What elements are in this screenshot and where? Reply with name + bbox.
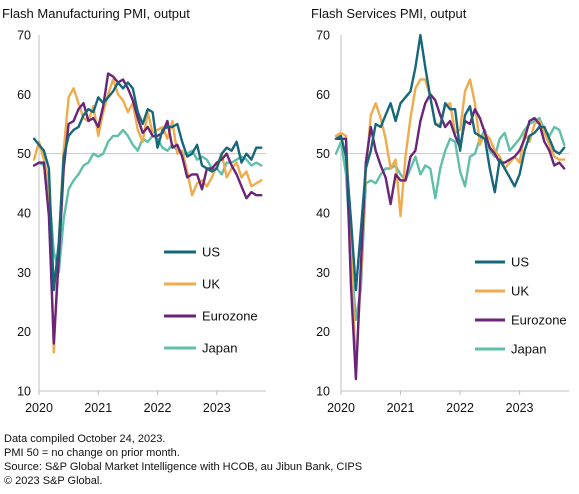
footnote-data-compiled: Data compiled October 24, 2023. xyxy=(4,433,166,445)
x-tick-label: 2020 xyxy=(25,401,53,415)
legend-label-japan: Japan xyxy=(202,341,237,356)
series-line-eurozone xyxy=(32,72,263,345)
legend-label-uk: UK xyxy=(511,284,529,299)
y-tick-label: 20 xyxy=(17,325,31,339)
y-tick-label: 60 xyxy=(316,88,330,102)
series-line-us xyxy=(32,81,263,292)
legend-label-japan: Japan xyxy=(511,342,546,357)
x-tick-label: 2023 xyxy=(506,401,534,415)
chart-title: Flash Services PMI, output xyxy=(311,6,467,21)
legend-label-us: US xyxy=(202,245,220,260)
y-tick-label: 10 xyxy=(316,385,330,399)
legend-label-us: US xyxy=(511,255,529,270)
series-line-eurozone xyxy=(334,93,566,381)
manufacturing-pmi-chart: Flash Manufacturing PMI, output 10 20 30 40 5… xyxy=(2,6,266,415)
series-line-us xyxy=(334,33,566,292)
y-tick-label: 70 xyxy=(316,29,330,43)
legend-label-uk: UK xyxy=(202,277,220,292)
footnote-pmi-definition: PMI 50 = no change on prior month. xyxy=(4,447,180,459)
x-tick-label: 2021 xyxy=(387,401,415,415)
legend-label-eurozone: Eurozone xyxy=(511,313,567,328)
legend-label-eurozone: Eurozone xyxy=(202,309,258,324)
y-tick-label: 20 xyxy=(316,325,330,339)
series-line-japan xyxy=(32,128,263,274)
x-tick-label: 2020 xyxy=(327,401,355,415)
footnote-copyright: © 2023 S&P Global. xyxy=(4,475,103,487)
y-tick-label: 10 xyxy=(17,385,31,399)
x-tick-label: 2022 xyxy=(446,401,474,415)
x-tick-label: 2022 xyxy=(144,401,172,415)
footnote-source: Source: S&P Global Market Intelligence w… xyxy=(4,461,363,473)
y-tick-label: 30 xyxy=(17,266,31,280)
chart-title: Flash Manufacturing PMI, output xyxy=(2,6,190,21)
y-tick-label: 60 xyxy=(17,88,31,102)
x-tick-label: 2021 xyxy=(84,401,112,415)
y-tick-label: 40 xyxy=(17,207,31,221)
series-line-japan xyxy=(334,116,566,321)
y-tick-label: 40 xyxy=(316,207,330,221)
x-tick-label: 2023 xyxy=(203,401,231,415)
y-tick-label: 30 xyxy=(316,266,330,280)
services-pmi-chart: Flash Services PMI, output 10 20 30 40 50 60 70… xyxy=(311,6,569,415)
y-tick-label: 50 xyxy=(316,147,330,161)
y-tick-label: 70 xyxy=(17,29,31,43)
y-tick-label: 50 xyxy=(17,147,31,161)
